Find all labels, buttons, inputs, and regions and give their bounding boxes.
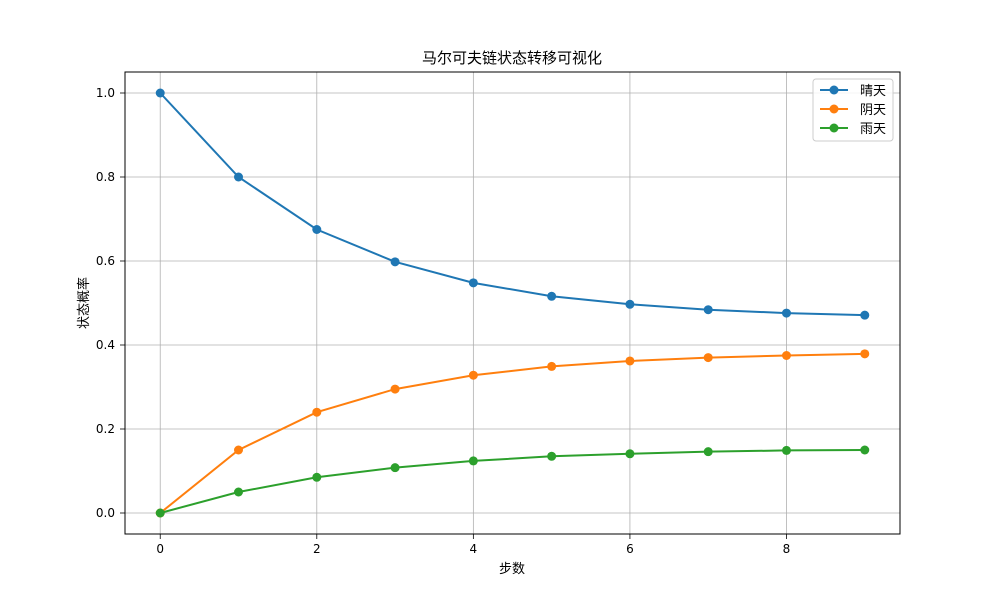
data-point	[860, 349, 870, 359]
y-tick-label: 0.6	[96, 254, 115, 268]
data-point	[390, 463, 400, 473]
x-tick-label: 4	[470, 542, 478, 556]
data-point	[312, 472, 322, 482]
legend-swatch-marker	[829, 123, 839, 133]
data-point	[468, 456, 478, 466]
data-point	[468, 370, 478, 380]
data-point	[390, 257, 400, 267]
x-tick-label: 8	[783, 542, 791, 556]
legend-label: 阴天	[860, 103, 886, 118]
data-point	[390, 384, 400, 394]
data-point	[234, 172, 244, 182]
y-tick-label: 0.8	[96, 170, 115, 184]
plot-frame	[124, 71, 901, 535]
data-point	[312, 407, 322, 417]
y-tick-label: 1.0	[96, 86, 115, 100]
data-point	[312, 225, 322, 234]
data-point	[547, 451, 557, 461]
data-point	[860, 310, 870, 320]
legend-label: 晴天	[860, 84, 886, 99]
data-point	[625, 356, 635, 366]
legend-label: 雨天	[860, 122, 886, 137]
grid-lines	[125, 72, 900, 534]
data-point	[781, 445, 791, 455]
data-point	[781, 308, 791, 318]
x-tick-label: 6	[626, 542, 634, 556]
data-point	[703, 447, 713, 457]
x-axis-label: 步数	[499, 562, 525, 577]
legend-swatch-marker	[829, 85, 839, 95]
data-point	[703, 353, 713, 363]
y-tick-label: 0.4	[96, 338, 115, 352]
series-line-2	[159, 449, 865, 514]
y-axis-label: 状态概率	[76, 277, 92, 329]
data-point	[547, 291, 557, 301]
y-tick-label: 0.0	[96, 506, 115, 520]
data-point	[547, 361, 557, 371]
data-point	[625, 299, 635, 309]
axes	[124, 71, 901, 535]
data-point	[860, 445, 870, 455]
x-tick-label: 2	[313, 542, 321, 556]
chart-title: 马尔可夫链状态转移可视化	[422, 49, 602, 67]
series-line-0	[159, 92, 865, 317]
legend-swatch-marker	[829, 104, 839, 114]
data-point	[781, 351, 791, 360]
data-point	[234, 445, 244, 455]
x-tick-label: 0	[156, 542, 164, 556]
data-point	[703, 305, 713, 315]
data-point	[468, 278, 478, 288]
data-point	[234, 487, 244, 497]
series-line-1	[159, 352, 865, 514]
data-point	[155, 88, 165, 98]
series-layer	[155, 88, 870, 518]
data-point	[155, 508, 165, 518]
data-point	[625, 449, 635, 459]
y-tick-label: 0.2	[96, 422, 115, 436]
ticks: 0 2 4 6 8 0.0 0.2 0.4 0.6 0.8 1.0	[96, 86, 790, 556]
